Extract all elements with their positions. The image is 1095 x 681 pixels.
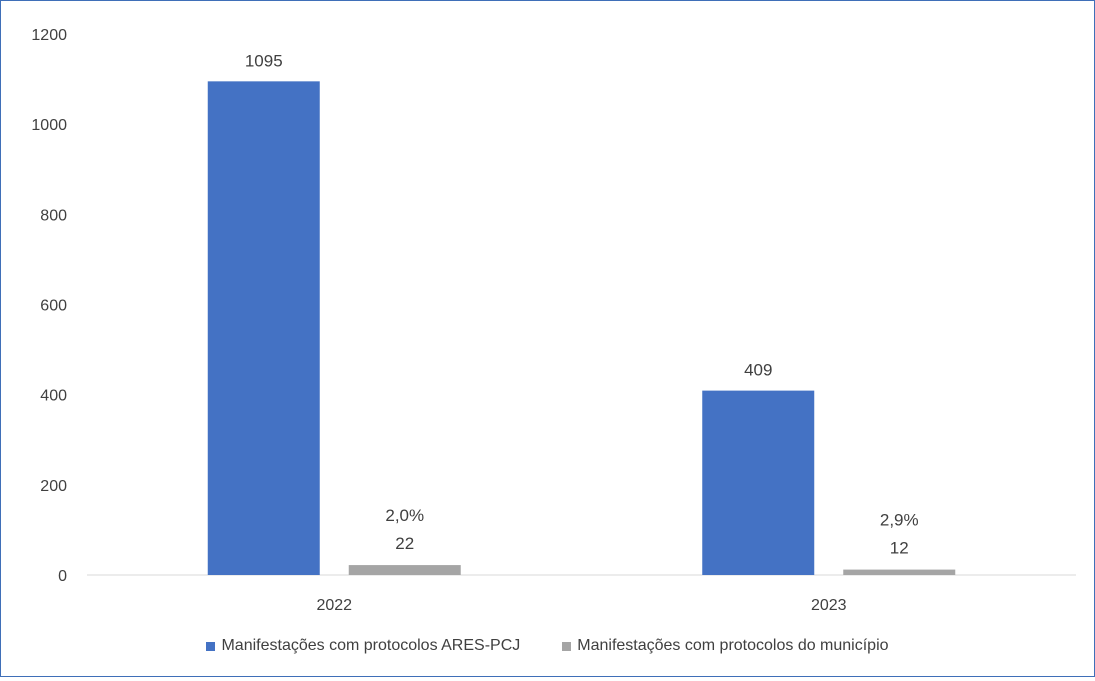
y-tick-label: 200 xyxy=(40,478,67,495)
data-label: 12 xyxy=(890,539,909,558)
data-label: 1095 xyxy=(245,51,283,70)
bar-ares-pcj xyxy=(207,81,320,576)
y-tick-label: 1200 xyxy=(31,27,67,44)
legend: Manifestações com protocolos ARES-PCJ Ma… xyxy=(0,637,1095,655)
percent-label: 2,9% xyxy=(880,511,919,530)
y-tick-label: 600 xyxy=(40,298,67,315)
bar-municipio xyxy=(843,569,956,575)
legend-item-municipio: Manifestações com protocolos do municípi… xyxy=(562,637,889,655)
bar-municipio xyxy=(348,565,461,575)
y-tick-label: 0 xyxy=(58,568,67,585)
y-tick-label: 1000 xyxy=(31,117,67,134)
percent-label: 2,0% xyxy=(385,506,424,525)
data-label: 409 xyxy=(744,361,772,380)
legend-item-ares-pcj: Manifestações com protocolos ARES-PCJ xyxy=(206,637,520,655)
data-label: 22 xyxy=(395,534,414,553)
legend-label-municipio: Manifestações com protocolos do municípi… xyxy=(577,637,889,654)
legend-label-ares-pcj: Manifestações com protocolos ARES-PCJ xyxy=(221,637,521,654)
legend-swatch-municipio xyxy=(562,641,572,651)
legend-swatch-ares-pcj xyxy=(206,641,216,651)
y-tick-label: 400 xyxy=(40,388,67,405)
y-tick-label: 800 xyxy=(40,207,67,224)
x-tick-label: 2022 xyxy=(316,597,352,614)
bar-ares-pcj xyxy=(702,390,815,575)
x-tick-label: 2023 xyxy=(811,597,847,614)
